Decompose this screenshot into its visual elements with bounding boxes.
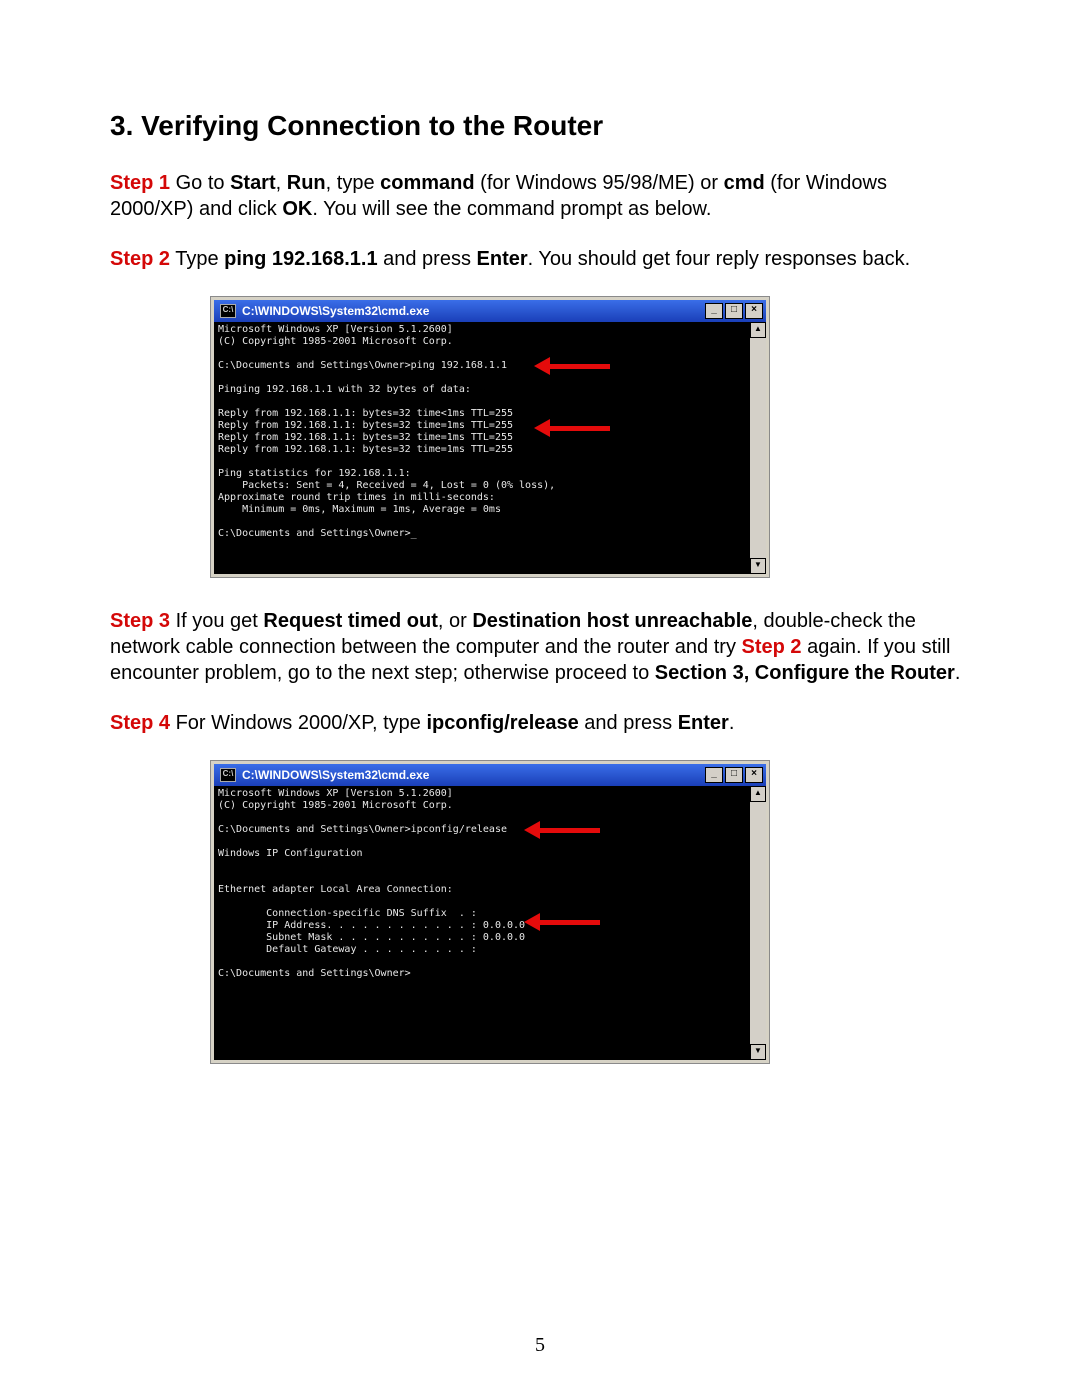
- bold-run: Run: [287, 172, 326, 194]
- bold-ipconfig: ipconfig/release: [426, 712, 578, 734]
- step1-label: Step 1: [110, 172, 170, 194]
- scrollbar[interactable]: ▲ ▼: [750, 322, 766, 574]
- bold-enter: Enter: [477, 248, 528, 270]
- scroll-up-button[interactable]: ▲: [750, 786, 766, 802]
- step4-paragraph: Step 4 For Windows 2000/XP, type ipconfi…: [110, 710, 970, 736]
- console-body: Microsoft Windows XP [Version 5.1.2600] …: [214, 786, 766, 1060]
- text: If you get: [170, 610, 263, 632]
- console-window-1: C:\ C:\WINDOWS\System32\cmd.exe _ □ × Mi…: [210, 296, 770, 578]
- arrow-annotation-icon: [534, 422, 610, 434]
- step4-label: Step 4: [110, 712, 170, 734]
- text: .: [729, 712, 735, 734]
- bold-command: command: [380, 172, 474, 194]
- bold-enter2: Enter: [678, 712, 729, 734]
- titlebar: C:\ C:\WINDOWS\System32\cmd.exe _ □ ×: [214, 300, 766, 322]
- step1-paragraph: Step 1 Go to Start, Run, type command (f…: [110, 170, 970, 222]
- scroll-down-button[interactable]: ▼: [750, 558, 766, 574]
- bold-rto: Request timed out: [263, 610, 437, 632]
- step3-label: Step 3: [110, 610, 170, 632]
- scrollbar[interactable]: ▲ ▼: [750, 786, 766, 1060]
- scroll-down-button[interactable]: ▼: [750, 1044, 766, 1060]
- text: ,: [276, 172, 287, 194]
- close-button[interactable]: ×: [745, 767, 763, 783]
- bold-start: Start: [230, 172, 276, 194]
- step2-paragraph: Step 2 Type ping 192.168.1.1 and press E…: [110, 246, 970, 272]
- bold-ok: OK: [282, 198, 312, 220]
- text: Type: [170, 248, 224, 270]
- bold-dhu: Destination host unreachable: [472, 610, 752, 632]
- document-page: 3. Verifying Connection to the Router St…: [0, 0, 1080, 1397]
- window-buttons: _ □ ×: [705, 767, 763, 783]
- cmd-icon: C:\: [220, 768, 236, 782]
- text: and press: [579, 712, 678, 734]
- text: . You should get four reply responses ba…: [528, 248, 910, 270]
- text: Go to: [170, 172, 230, 194]
- window-title: C:\WINDOWS\System32\cmd.exe: [242, 304, 705, 318]
- bold-section3: Section 3, Configure the Router: [655, 662, 955, 684]
- arrow-annotation-icon: [534, 360, 610, 372]
- page-number: 5: [0, 1334, 1080, 1357]
- console-body: Microsoft Windows XP [Version 5.1.2600] …: [214, 322, 766, 574]
- cmd-icon: C:\: [220, 304, 236, 318]
- minimize-button[interactable]: _: [705, 767, 723, 783]
- scroll-up-button[interactable]: ▲: [750, 322, 766, 338]
- maximize-button[interactable]: □: [725, 767, 743, 783]
- text: . You will see the command prompt as bel…: [312, 198, 711, 220]
- arrow-annotation-icon: [524, 824, 600, 836]
- step3-paragraph: Step 3 If you get Request timed out, or …: [110, 608, 970, 686]
- console-text: Microsoft Windows XP [Version 5.1.2600] …: [218, 788, 525, 979]
- close-button[interactable]: ×: [745, 303, 763, 319]
- bold-ping: ping 192.168.1.1: [224, 248, 377, 270]
- text: For Windows 2000/XP, type: [170, 712, 426, 734]
- section-heading: 3. Verifying Connection to the Router: [110, 110, 970, 142]
- bold-cmd: cmd: [724, 172, 765, 194]
- minimize-button[interactable]: _: [705, 303, 723, 319]
- titlebar: C:\ C:\WINDOWS\System32\cmd.exe _ □ ×: [214, 764, 766, 786]
- console-output: Microsoft Windows XP [Version 5.1.2600] …: [214, 786, 750, 1060]
- console-text: Microsoft Windows XP [Version 5.1.2600] …: [218, 324, 555, 539]
- text: , type: [326, 172, 380, 194]
- arrow-annotation-icon: [524, 916, 600, 928]
- window-title: C:\WINDOWS\System32\cmd.exe: [242, 768, 705, 782]
- text: , or: [438, 610, 472, 632]
- text: and press: [378, 248, 477, 270]
- step2-ref: Step 2: [742, 636, 802, 658]
- maximize-button[interactable]: □: [725, 303, 743, 319]
- console-window-2: C:\ C:\WINDOWS\System32\cmd.exe _ □ × Mi…: [210, 760, 770, 1064]
- text: (for Windows 95/98/ME) or: [475, 172, 724, 194]
- window-buttons: _ □ ×: [705, 303, 763, 319]
- text: .: [955, 662, 961, 684]
- step2-label: Step 2: [110, 248, 170, 270]
- console-output: Microsoft Windows XP [Version 5.1.2600] …: [214, 322, 750, 574]
